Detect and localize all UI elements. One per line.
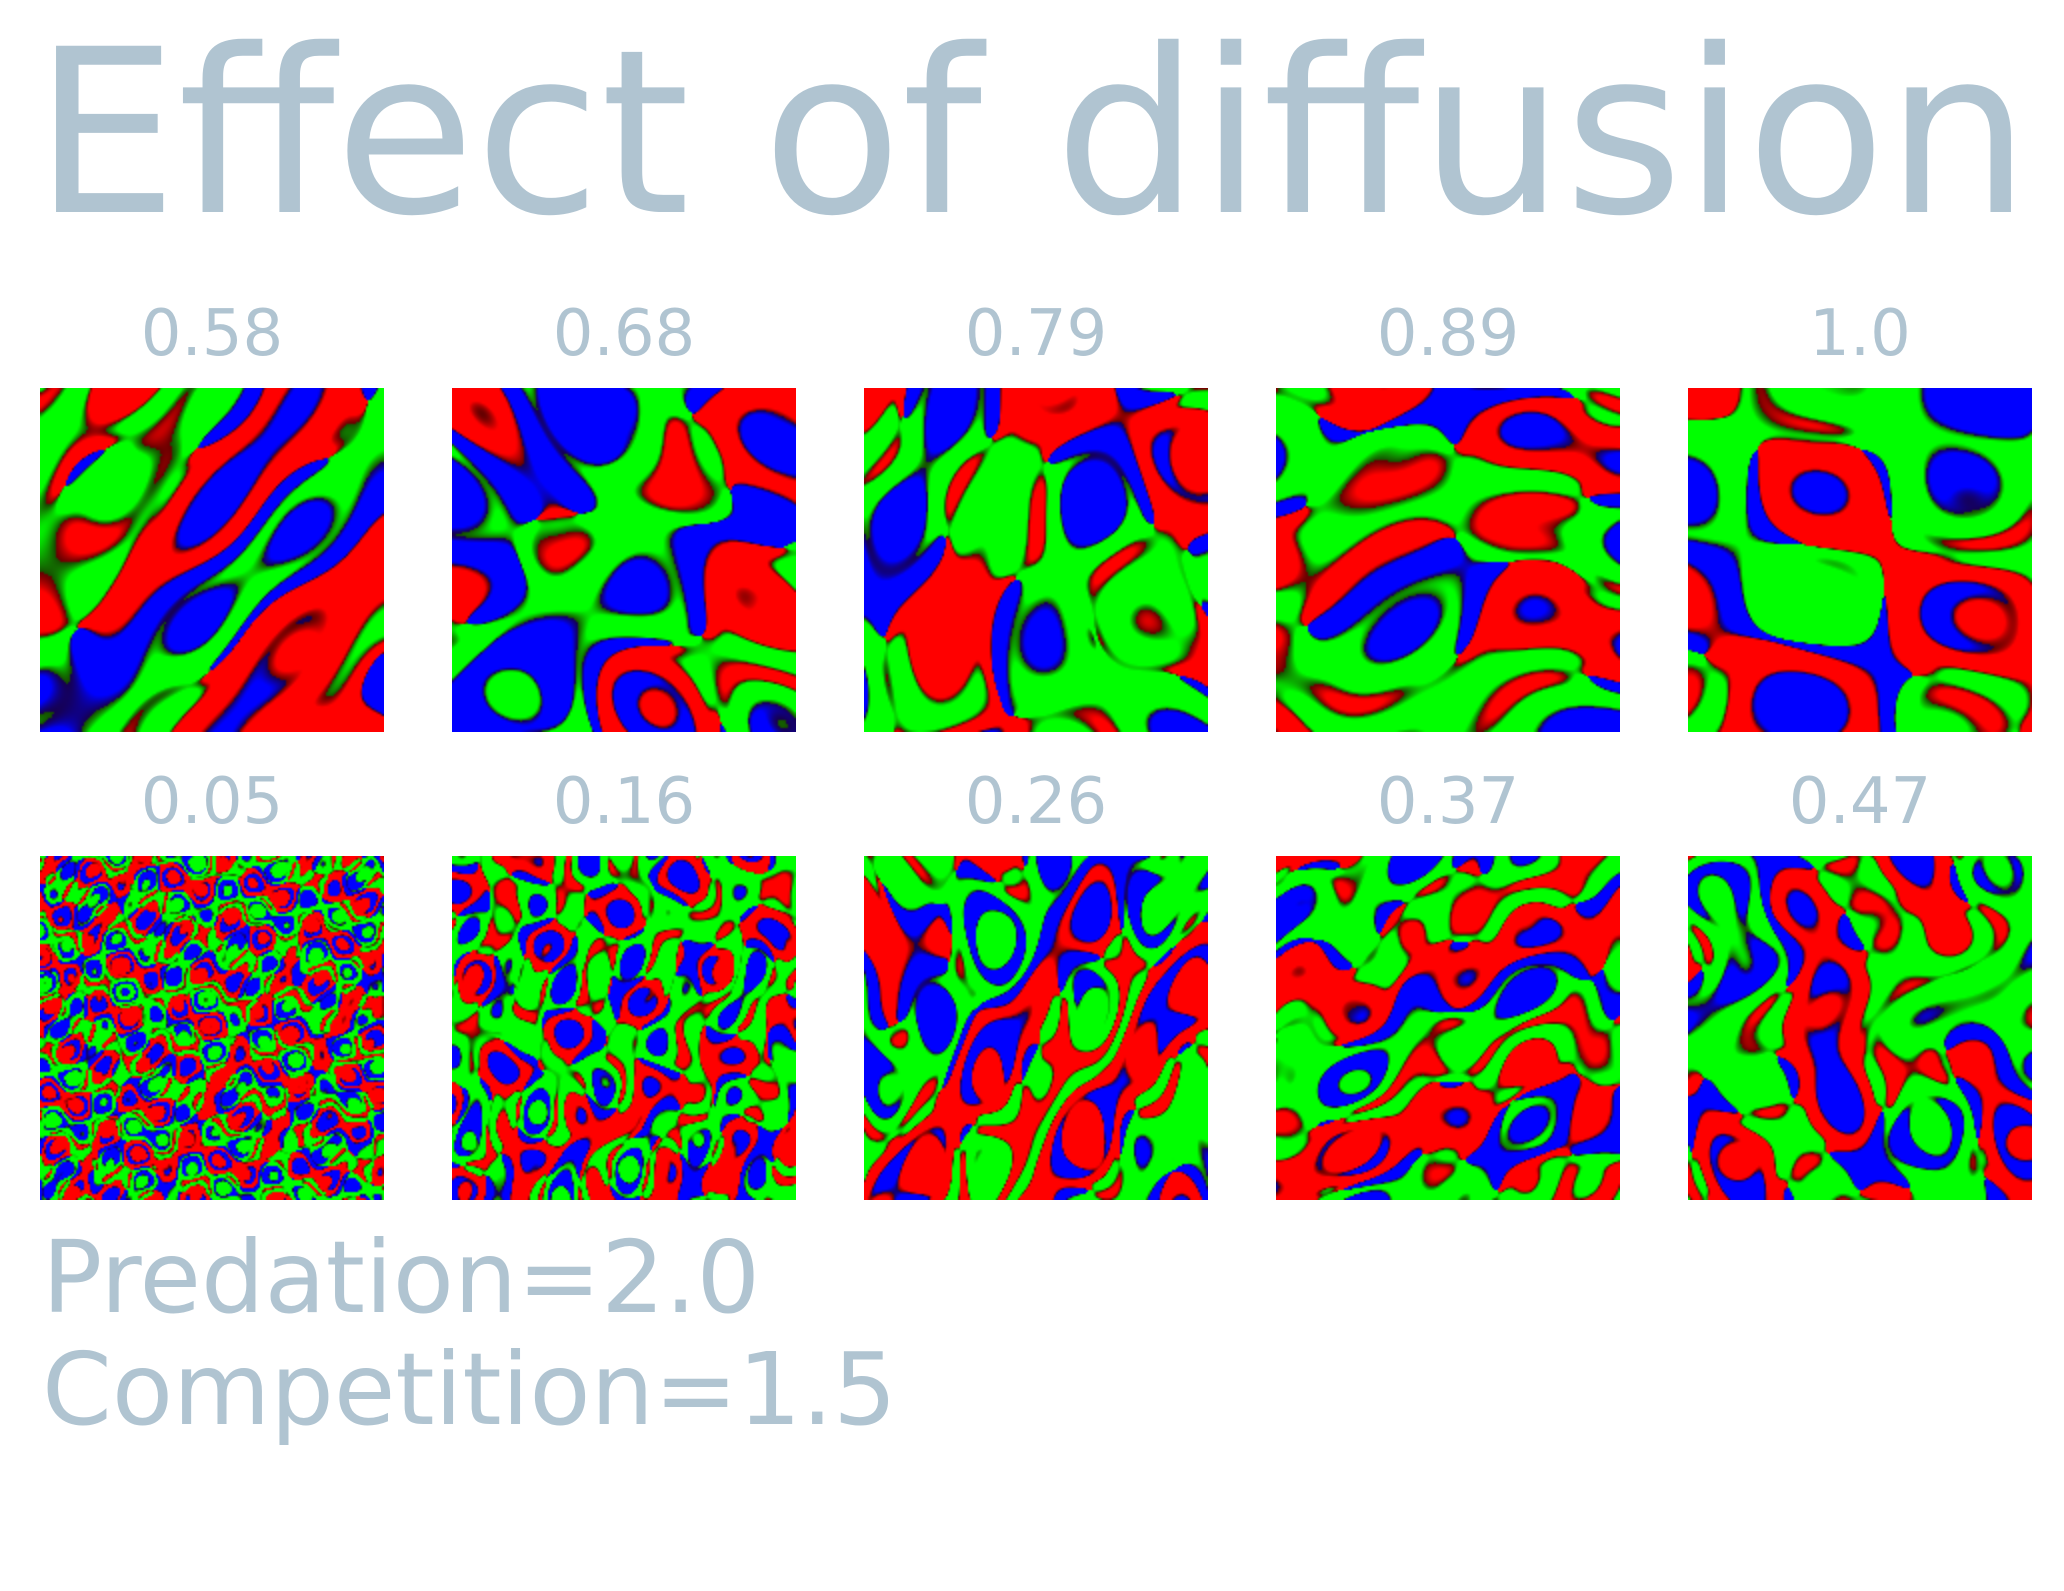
pattern-image: [1276, 856, 1620, 1200]
panel-label-0-3: 0.89: [1376, 297, 1520, 371]
panel-label-1-2: 0.26: [964, 765, 1108, 839]
pattern-panel-0-1: [452, 388, 796, 732]
pattern-image: [864, 388, 1208, 732]
pattern-image: [40, 856, 384, 1200]
pattern-image: [1688, 388, 2032, 732]
pattern-panel-1-0: [40, 856, 384, 1200]
pattern-raster: [40, 388, 384, 732]
pattern-image: [1276, 388, 1620, 732]
pattern-image: [452, 388, 796, 732]
pattern-image: [452, 856, 796, 1200]
pattern-raster: [1276, 856, 1620, 1200]
pattern-panel-0-4: [1688, 388, 2032, 732]
pattern-panel-0-2: [864, 388, 1208, 732]
pattern-raster: [40, 856, 384, 1200]
pattern-panel-1-2: [864, 856, 1208, 1200]
pattern-raster: [1688, 388, 2032, 732]
caption-competition: Competition=1.5: [42, 1331, 897, 1448]
panel-label-0-0: 0.58: [140, 297, 284, 371]
pattern-raster: [452, 856, 796, 1200]
panel-label-0-2: 0.79: [964, 297, 1108, 371]
pattern-panel-1-1: [452, 856, 796, 1200]
pattern-raster: [864, 856, 1208, 1200]
pattern-panel-0-0: [40, 388, 384, 732]
pattern-panel-1-4: [1688, 856, 2032, 1200]
panel-label-1-0: 0.05: [140, 765, 284, 839]
pattern-image: [864, 856, 1208, 1200]
pattern-image: [1688, 856, 2032, 1200]
panel-label-1-4: 0.47: [1788, 765, 1932, 839]
panel-label-0-1: 0.68: [552, 297, 696, 371]
pattern-raster: [864, 388, 1208, 732]
panel-label-0-4: 1.0: [1809, 297, 1911, 371]
pattern-raster: [1276, 388, 1620, 732]
caption-predation: Predation=2.0: [42, 1219, 761, 1336]
panel-label-1-3: 0.37: [1376, 765, 1520, 839]
pattern-raster: [1688, 856, 2032, 1200]
pattern-panel-1-3: [1276, 856, 1620, 1200]
pattern-panel-0-3: [1276, 388, 1620, 732]
panel-label-1-1: 0.16: [552, 765, 696, 839]
pattern-image: [40, 388, 384, 732]
pattern-raster: [452, 388, 796, 732]
figure-title: Effect of diffusion: [33, 0, 2031, 266]
